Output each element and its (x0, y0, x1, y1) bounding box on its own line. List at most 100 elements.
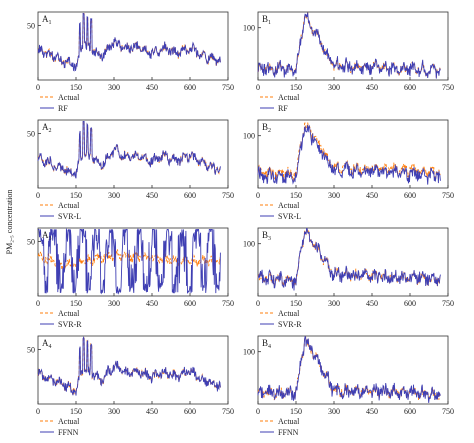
panel-a2-label-letter: A (42, 122, 49, 132)
panel-b2-xtick-label-300: 300 (328, 191, 340, 200)
panel-a1-legend-label-rf: RF (58, 104, 68, 113)
panel-b3-ytick-label-100: 100 (243, 240, 255, 249)
panel-a3-xtick-label-150: 150 (70, 299, 82, 308)
panel-b1-xtick-label-750: 750 (442, 83, 454, 92)
panel-a3-xtick-label-600: 600 (184, 299, 196, 308)
panel-b4-legend-label-actual: Actual (278, 417, 300, 426)
panel-a2-legend-label-svr-l: SVR-L (58, 212, 81, 221)
panel-b3-xtick-label-150: 150 (290, 299, 302, 308)
panel-a4-xtick-label-300: 300 (108, 407, 120, 416)
panel-b2-series-svr-l (257, 124, 441, 185)
panel-b2-xtick-label-450: 450 (366, 191, 378, 200)
panel-a2-xtick-label-300: 300 (108, 191, 120, 200)
panel-a1-series-rf (37, 12, 221, 72)
panel-b3-label: B3 (262, 230, 271, 242)
panel-a4-legend-label-actual: Actual (58, 417, 80, 426)
panel-a3-legend-label-svr-r: SVR-R (58, 320, 82, 329)
panel-a2-legend-label-actual: Actual (58, 201, 80, 210)
panel-a1-label-sub: 1 (49, 20, 52, 26)
panel-b3-xtick-label-300: 300 (328, 299, 340, 308)
panel-a2-xtick-label-150: 150 (70, 191, 82, 200)
panel-b4-series-actual (257, 336, 441, 402)
panel-a3-legend-label-actual: Actual (58, 309, 80, 318)
panel-a1-label: A1 (42, 14, 52, 26)
panel-b3-xtick-label-600: 600 (404, 299, 416, 308)
panel-a4-xtick-label-0: 0 (36, 407, 40, 416)
panel-b1-label: B1 (262, 14, 271, 26)
panel-a1-frame (37, 11, 229, 81)
panel-a4-label-letter: A (42, 338, 49, 348)
panel-b3-legend-label-svr-r: SVR-R (278, 320, 302, 329)
panel-b2-frame (257, 119, 449, 189)
panel-b4-label-letter: B (262, 338, 268, 348)
panel-a3-label: A3 (42, 230, 52, 242)
panel-b1-label-letter: B (262, 14, 268, 24)
panel-a2-series-svr-l (37, 120, 221, 179)
panel-a1-xtick-label-300: 300 (108, 83, 120, 92)
panel-b3-series-actual (257, 228, 441, 288)
panel-b1-series-rf (257, 12, 441, 79)
panel-a2-label: A2 (42, 122, 52, 134)
panel-b2-label-sub: 2 (268, 128, 271, 134)
panel-b2-xtick-label-750: 750 (442, 191, 454, 200)
panel-b1-legend-label-rf: RF (278, 104, 288, 113)
panel-b3-label-letter: B (262, 230, 268, 240)
panel-b4-ytick-label-100: 100 (243, 348, 255, 357)
panel-b4-series-ffnn (257, 335, 441, 403)
panel-b2-legend-label-svr-l: SVR-L (278, 212, 301, 221)
panel-a3-ytick-label-50: 50 (27, 238, 35, 247)
panel-a4-label: A4 (42, 338, 52, 350)
panel-a4-legend-label-ffnn: FFNN (58, 428, 79, 437)
panel-a3-label-letter: A (42, 230, 49, 240)
panel-a2-ytick-label-50: 50 (27, 130, 35, 139)
panel-b2-ytick-label-100: 100 (243, 132, 255, 141)
panel-a2-xtick-label-600: 600 (184, 191, 196, 200)
panel-b1-xtick-label-450: 450 (366, 83, 378, 92)
panel-a4-series-actual (37, 336, 221, 396)
panel-b1-xtick-label-0: 0 (256, 83, 260, 92)
panel-a3-xtick-label-0: 0 (36, 299, 40, 308)
panel-b3-series-svr-r (257, 228, 441, 291)
panel-b2-label: B2 (262, 122, 271, 134)
panel-b3-xtick-label-450: 450 (366, 299, 378, 308)
panel-b2-label-letter: B (262, 122, 268, 132)
panel-b4-legend-label-ffnn: FFNN (278, 428, 299, 437)
panel-a1-xtick-label-600: 600 (184, 83, 196, 92)
panel-b4-xtick-label-750: 750 (442, 407, 454, 416)
panel-b4-xtick-label-0: 0 (256, 407, 260, 416)
y-axis-label: PM₂.₅ concentration (5, 190, 14, 255)
panel-b2-xtick-label-600: 600 (404, 191, 416, 200)
panel-b4-xtick-label-150: 150 (290, 407, 302, 416)
panel-a1-legend-label-actual: Actual (58, 93, 80, 102)
panel-a3-series-svr-r (38, 227, 221, 295)
panel-b3-legend-label-actual: Actual (278, 309, 300, 318)
panel-b4-frame (257, 335, 449, 405)
panel-a4-xtick-label-750: 750 (222, 407, 234, 416)
panel-a2-xtick-label-0: 0 (36, 191, 40, 200)
panel-b4-label: B4 (262, 338, 271, 350)
panel-b2-legend-label-actual: Actual (278, 201, 300, 210)
panel-b4-label-sub: 4 (268, 344, 271, 350)
panel-a3-label-sub: 3 (49, 236, 52, 242)
panel-b3-xtick-label-0: 0 (256, 299, 260, 308)
panel-a1-xtick-label-450: 450 (146, 83, 158, 92)
panel-a2-series-actual (37, 120, 221, 178)
panel-b1-xtick-label-300: 300 (328, 83, 340, 92)
panel-a4-series-ffnn (37, 336, 221, 396)
panel-a1-xtick-label-750: 750 (222, 83, 234, 92)
panel-b1-label-sub: 1 (268, 20, 271, 26)
panel-a3-frame (37, 227, 229, 297)
panel-b2-xtick-label-0: 0 (256, 191, 260, 200)
panel-a4-xtick-label-450: 450 (146, 407, 158, 416)
panel-b1-frame (257, 11, 449, 81)
panel-b3-label-sub: 3 (268, 236, 271, 242)
panel-a3-xtick-label-300: 300 (108, 299, 120, 308)
panel-a1-xtick-label-150: 150 (70, 83, 82, 92)
panel-b2-xtick-label-150: 150 (290, 191, 302, 200)
panel-a1-label-letter: A (42, 14, 49, 24)
panel-b1-xtick-label-150: 150 (290, 83, 302, 92)
panel-a4-frame (37, 335, 229, 405)
panel-a1-ytick-label-50: 50 (27, 22, 35, 31)
panel-b3-frame (257, 227, 449, 297)
